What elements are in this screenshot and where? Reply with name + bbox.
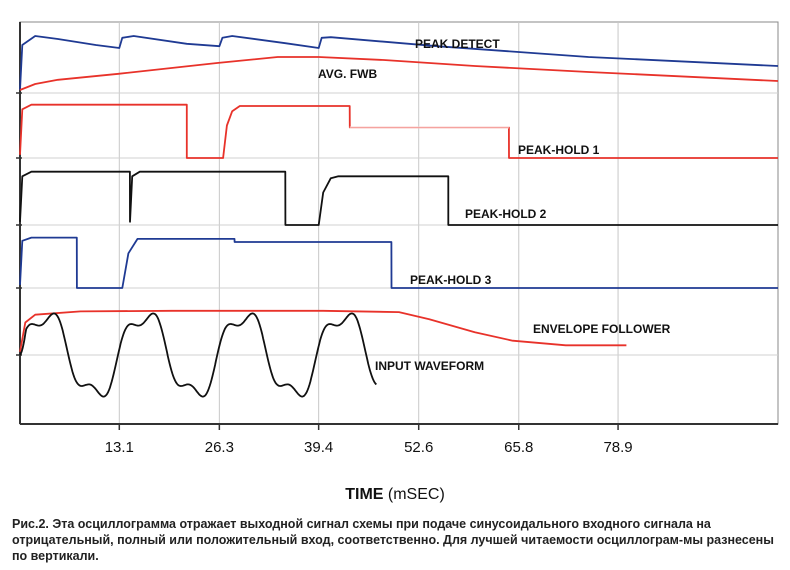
trace-peak-hold-3 <box>19 236 778 289</box>
x-axis: 13.1 26.3 39.4 52.6 65.8 78.9 <box>20 423 778 456</box>
trace-label: PEAK-HOLD 3 <box>410 273 492 287</box>
trace-label: INPUT WAVEFORM <box>375 359 484 373</box>
trace-label: PEAK-HOLD 1 <box>518 143 600 157</box>
x-axis-title: TIME (mSEC) <box>0 486 790 504</box>
trace-label: ENVELOPE FOLLOWER <box>533 322 671 336</box>
trace-label: PEAK DETECT <box>415 37 500 51</box>
trace-envelope-follower <box>19 309 627 352</box>
trace-avg-fwb <box>19 56 779 91</box>
x-tick-label: 78.9 <box>603 439 632 456</box>
figure-caption: Рис.2. Эта осциллограмма отражает выходн… <box>12 517 774 563</box>
x-tick-label: 26.3 <box>205 439 234 456</box>
trace-label: AVG. FWB <box>318 67 377 81</box>
trace-input-waveform <box>19 312 377 398</box>
oscillogram-chart: 13.1 26.3 39.4 52.6 65.8 78.9 PEAK DETECT AVG.… <box>16 21 779 456</box>
x-axis-title-main: TIME <box>345 486 384 503</box>
x-tick-label: 52.6 <box>404 439 433 456</box>
plot-area <box>19 21 779 425</box>
x-tick-label: 65.8 <box>504 439 533 456</box>
x-tick-label: 13.1 <box>105 439 134 456</box>
trace-peak-detect <box>19 35 779 91</box>
trace-labels: PEAK DETECT AVG. FWB PEAK-HOLD 1 PEAK-HOLD … <box>318 37 671 373</box>
trace-peak-hold-2 <box>19 170 778 226</box>
x-axis-title-unit: (mSEC) <box>387 486 445 503</box>
x-tick-label: 39.4 <box>304 439 333 456</box>
trace-label: PEAK-HOLD 2 <box>465 207 547 221</box>
traces <box>19 35 779 398</box>
